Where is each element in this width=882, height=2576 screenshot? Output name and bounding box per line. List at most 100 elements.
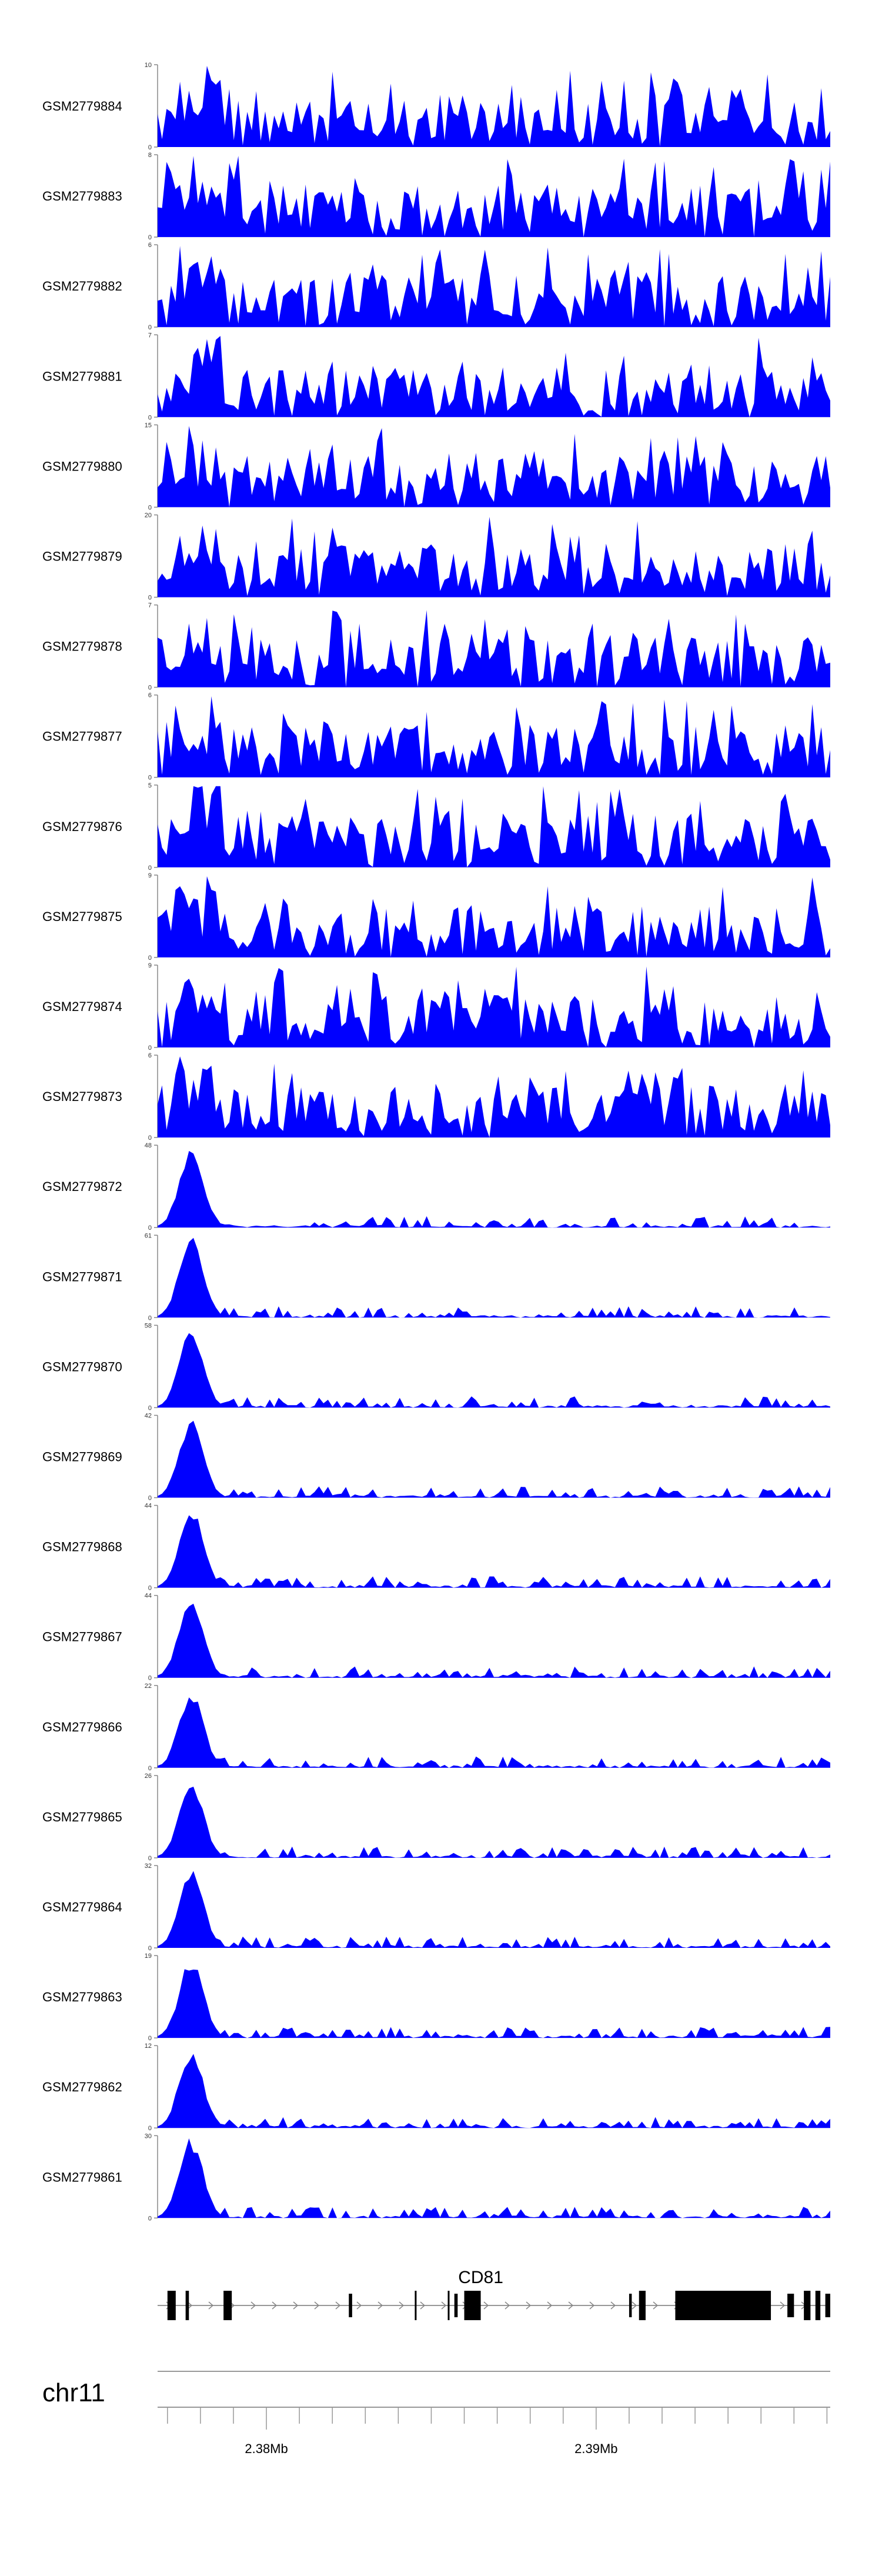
exon bbox=[825, 2294, 830, 2317]
coverage-area bbox=[158, 1333, 830, 1408]
exon bbox=[185, 2291, 189, 2320]
track-ymin-label: 0 bbox=[148, 414, 152, 421]
track-label: GSM2779874 bbox=[42, 999, 122, 1014]
track-ymax-label: 19 bbox=[145, 1953, 152, 1960]
track-GSM2779877: GSM2779877 6 0 bbox=[42, 692, 830, 782]
exon bbox=[349, 2294, 352, 2317]
track-ymax-label: 48 bbox=[145, 1142, 152, 1149]
track-ymin-label: 0 bbox=[148, 1134, 152, 1142]
track-label: GSM2779871 bbox=[42, 1269, 122, 1284]
track-ymax-label: 10 bbox=[145, 62, 152, 69]
track-ymax-label: 9 bbox=[148, 962, 152, 969]
strand-arrow bbox=[377, 2301, 383, 2310]
track-ymax-label: 30 bbox=[145, 2133, 152, 2140]
exons bbox=[167, 2291, 830, 2320]
track-label: GSM2779880 bbox=[42, 459, 122, 473]
coverage-area bbox=[158, 156, 830, 238]
coverage-area bbox=[158, 426, 830, 508]
track-ymin-label: 0 bbox=[148, 1314, 152, 1322]
chromosome-label: chr11 bbox=[42, 2378, 105, 2407]
strand-arrow bbox=[568, 2301, 574, 2310]
exon bbox=[167, 2291, 176, 2320]
track-GSM2779874: GSM2779874 9 0 bbox=[42, 962, 830, 1052]
track-ymin-label: 0 bbox=[148, 1495, 152, 1502]
track-ymax-label: 22 bbox=[145, 1683, 152, 1690]
coverage-area bbox=[158, 696, 830, 778]
strand-arrow bbox=[314, 2301, 320, 2310]
axis-tick-label: 2.39Mb bbox=[574, 2441, 617, 2456]
coverage-area bbox=[158, 1871, 830, 1948]
track-GSM2779872: GSM2779872 48 0 bbox=[42, 1142, 830, 1232]
strand-arrow bbox=[293, 2301, 299, 2310]
coverage-area bbox=[158, 610, 830, 688]
track-label: GSM2779881 bbox=[42, 369, 122, 383]
track-ymin-label: 0 bbox=[148, 324, 152, 331]
genome-axis: 2.38Mb 2.39Mb bbox=[158, 2407, 830, 2456]
chromosome-track: chr11 bbox=[42, 2371, 830, 2407]
axis-ticks: 2.38Mb 2.39Mb bbox=[167, 2407, 828, 2456]
strand-arrow bbox=[547, 2301, 553, 2310]
track-GSM2779863: GSM2779863 19 0 bbox=[42, 1953, 830, 2042]
strand-arrow bbox=[589, 2301, 595, 2310]
coverage-area bbox=[158, 1237, 830, 1318]
coverage-area bbox=[158, 876, 830, 957]
track-label: GSM2779884 bbox=[42, 99, 122, 114]
exon bbox=[447, 2291, 450, 2320]
coverage-area bbox=[158, 1420, 830, 1498]
coverage-area bbox=[158, 1969, 830, 2038]
strand-arrow bbox=[441, 2301, 447, 2310]
track-ymax-label: 6 bbox=[148, 692, 152, 699]
track-ymax-label: 15 bbox=[145, 422, 152, 429]
track-label: GSM2779878 bbox=[42, 639, 122, 654]
track-label: GSM2779870 bbox=[42, 1359, 122, 1374]
track-ymax-label: 61 bbox=[145, 1232, 152, 1239]
track-GSM2779870: GSM2779870 58 0 bbox=[42, 1322, 830, 1412]
track-label: GSM2779867 bbox=[42, 1630, 122, 1644]
strand-arrow bbox=[250, 2301, 256, 2310]
track-GSM2779884: GSM2779884 10 0 bbox=[42, 62, 830, 151]
coverage-area bbox=[158, 66, 830, 147]
track-GSM2779873: GSM2779873 6 0 bbox=[42, 1052, 830, 1142]
track-label: GSM2779877 bbox=[42, 729, 122, 744]
track-ymax-label: 44 bbox=[145, 1593, 152, 1600]
exon bbox=[815, 2291, 821, 2320]
coverage-area bbox=[158, 336, 830, 418]
track-ymax-label: 44 bbox=[145, 1503, 152, 1510]
exon bbox=[757, 2291, 768, 2320]
track-GSM2779876: GSM2779876 5 0 bbox=[42, 782, 830, 872]
exon bbox=[675, 2291, 771, 2320]
track-ymin-label: 0 bbox=[148, 1224, 152, 1232]
track-GSM2779882: GSM2779882 6 0 bbox=[42, 242, 830, 331]
strand-arrow bbox=[610, 2301, 616, 2310]
strand-arrow bbox=[632, 2301, 637, 2310]
track-GSM2779868: GSM2779868 44 0 bbox=[42, 1503, 830, 1592]
track-label: GSM2779868 bbox=[42, 1540, 122, 1554]
strand-arrow bbox=[356, 2301, 362, 2310]
exon bbox=[464, 2291, 481, 2320]
track-label: GSM2779875 bbox=[42, 909, 122, 924]
coverage-tracks: GSM2779884100GSM277988380GSM277988260GSM… bbox=[42, 62, 830, 2222]
coverage-area bbox=[158, 2138, 830, 2218]
track-ymax-label: 5 bbox=[148, 782, 152, 789]
strand-arrow bbox=[505, 2301, 510, 2310]
track-ymin-label: 0 bbox=[148, 595, 152, 602]
track-ymin-label: 0 bbox=[148, 504, 152, 511]
track-GSM2779875: GSM2779875 9 0 bbox=[42, 872, 830, 962]
strand-arrow bbox=[526, 2301, 532, 2310]
track-GSM2779866: GSM2779866 22 0 bbox=[42, 1683, 830, 1772]
track-ymax-label: 6 bbox=[148, 1052, 152, 1059]
track-ymin-label: 0 bbox=[148, 144, 152, 151]
strand-arrow bbox=[780, 2301, 786, 2310]
track-ymax-label: 6 bbox=[148, 242, 152, 249]
track-ymin-label: 0 bbox=[148, 955, 152, 962]
track-label: GSM2779882 bbox=[42, 279, 122, 293]
track-GSM2779862: GSM2779862 12 0 bbox=[42, 2043, 830, 2132]
track-GSM2779883: GSM2779883 8 0 bbox=[42, 152, 830, 241]
strand-arrow bbox=[653, 2301, 659, 2310]
track-ymin-label: 0 bbox=[148, 1675, 152, 1682]
track-ymin-label: 0 bbox=[148, 1045, 152, 1052]
coverage-area bbox=[158, 1056, 830, 1138]
strand-arrow bbox=[420, 2301, 426, 2310]
track-ymax-label: 12 bbox=[145, 2043, 152, 2050]
gene-model-track: CD81 bbox=[158, 2268, 830, 2320]
